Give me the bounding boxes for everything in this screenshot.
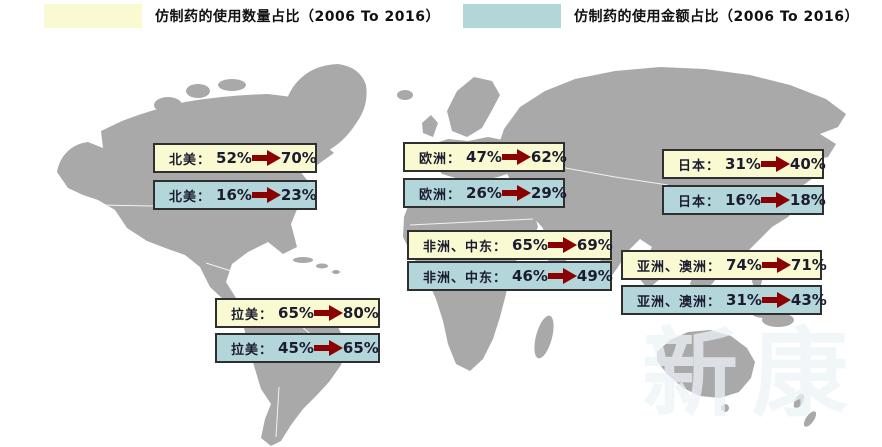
arrow-right-icon — [501, 185, 531, 201]
arrow-right-icon — [760, 156, 790, 172]
region-name: 北美： — [169, 152, 212, 168]
region-box-japan-quantity: 日本： 31% 40% — [662, 149, 826, 179]
value-2016: 23% — [280, 186, 317, 204]
value-2016: 18% — [789, 191, 826, 209]
value-2006: 45% — [278, 339, 314, 357]
arrow-right-icon — [313, 340, 343, 356]
value-2006: 74% — [726, 256, 762, 274]
legend-quantity: 仿制药的使用数量占比（2006 To 2016） — [44, 4, 440, 28]
arrow-right-icon — [761, 292, 791, 308]
arrow-right-icon — [501, 149, 531, 165]
value-2006: 65% — [512, 236, 548, 254]
region-box-north-america-amount: 北美： 16% 23% — [153, 180, 317, 210]
region-box-asia-australia-quantity: 亚洲、澳洲： 74% 71% — [621, 250, 827, 280]
legend-amount-label: 仿制药的使用金额占比（2006 To 2016） — [574, 9, 859, 25]
region-name: 欧洲： — [419, 151, 462, 167]
region-name: 日本： — [678, 194, 721, 210]
region-name: 欧洲： — [419, 187, 462, 203]
region-name: 拉美： — [231, 342, 274, 358]
value-2006: 46% — [512, 267, 548, 285]
arrow-right-icon — [251, 150, 281, 166]
value-2016: 69% — [576, 236, 613, 254]
value-2006: 31% — [726, 291, 762, 309]
region-box-africa-middle-east-amount: 非洲、中东： 46% 49% — [407, 261, 613, 291]
caribbean-islands — [293, 257, 340, 274]
legend-quantity-label: 仿制药的使用数量占比（2006 To 2016） — [155, 9, 440, 25]
value-2006: 47% — [466, 148, 502, 166]
region-name: 拉美： — [231, 307, 274, 323]
value-2016: 43% — [790, 291, 827, 309]
region-name: 北美： — [169, 189, 212, 205]
arrow-right-icon — [761, 257, 791, 273]
region-name: 亚洲、澳洲： — [637, 294, 722, 310]
region-name: 非洲、中东： — [423, 239, 508, 255]
value-2016: 80% — [342, 304, 379, 322]
value-2006: 65% — [278, 304, 314, 322]
arrow-right-icon — [251, 187, 281, 203]
region-box-europe-amount: 欧洲： 26% 29% — [403, 178, 567, 208]
region-box-latin-america-quantity: 拉美： 65% 80% — [215, 298, 380, 328]
value-2006: 31% — [725, 155, 761, 173]
region-name: 亚洲、澳洲： — [637, 259, 722, 275]
value-2016: 70% — [280, 149, 317, 167]
region-box-latin-america-amount: 拉美： 45% 65% — [215, 333, 380, 363]
arrow-right-icon — [547, 237, 577, 253]
region-box-north-america-quantity: 北美： 52% 70% — [153, 143, 317, 173]
value-2016: 40% — [789, 155, 826, 173]
region-name: 日本： — [678, 158, 721, 174]
value-2016: 71% — [790, 256, 827, 274]
value-2016: 49% — [576, 267, 613, 285]
arrow-right-icon — [313, 305, 343, 321]
value-2016: 65% — [342, 339, 379, 357]
arrow-right-icon — [547, 268, 577, 284]
value-2006: 16% — [725, 191, 761, 209]
region-box-europe-quantity: 欧洲： 47% 62% — [403, 142, 567, 172]
value-2006: 52% — [216, 149, 252, 167]
region-box-asia-australia-amount: 亚洲、澳洲： 31% 43% — [621, 285, 827, 315]
region-box-japan-amount: 日本： 16% 18% — [662, 185, 826, 215]
value-2006: 26% — [466, 184, 502, 202]
continent-australia — [657, 330, 817, 427]
legend-amount: 仿制药的使用金额占比（2006 To 2016） — [463, 4, 859, 28]
arrow-right-icon — [760, 192, 790, 208]
value-2016: 29% — [530, 184, 567, 202]
legend-quantity-swatch — [44, 4, 142, 28]
region-name: 非洲、中东： — [423, 270, 508, 286]
watermark-text: 新康 — [642, 318, 862, 430]
value-2016: 62% — [530, 148, 567, 166]
region-box-africa-middle-east-quantity: 非洲、中东： 65% 69% — [407, 230, 613, 260]
legend-amount-swatch — [463, 4, 561, 28]
value-2006: 16% — [216, 186, 252, 204]
